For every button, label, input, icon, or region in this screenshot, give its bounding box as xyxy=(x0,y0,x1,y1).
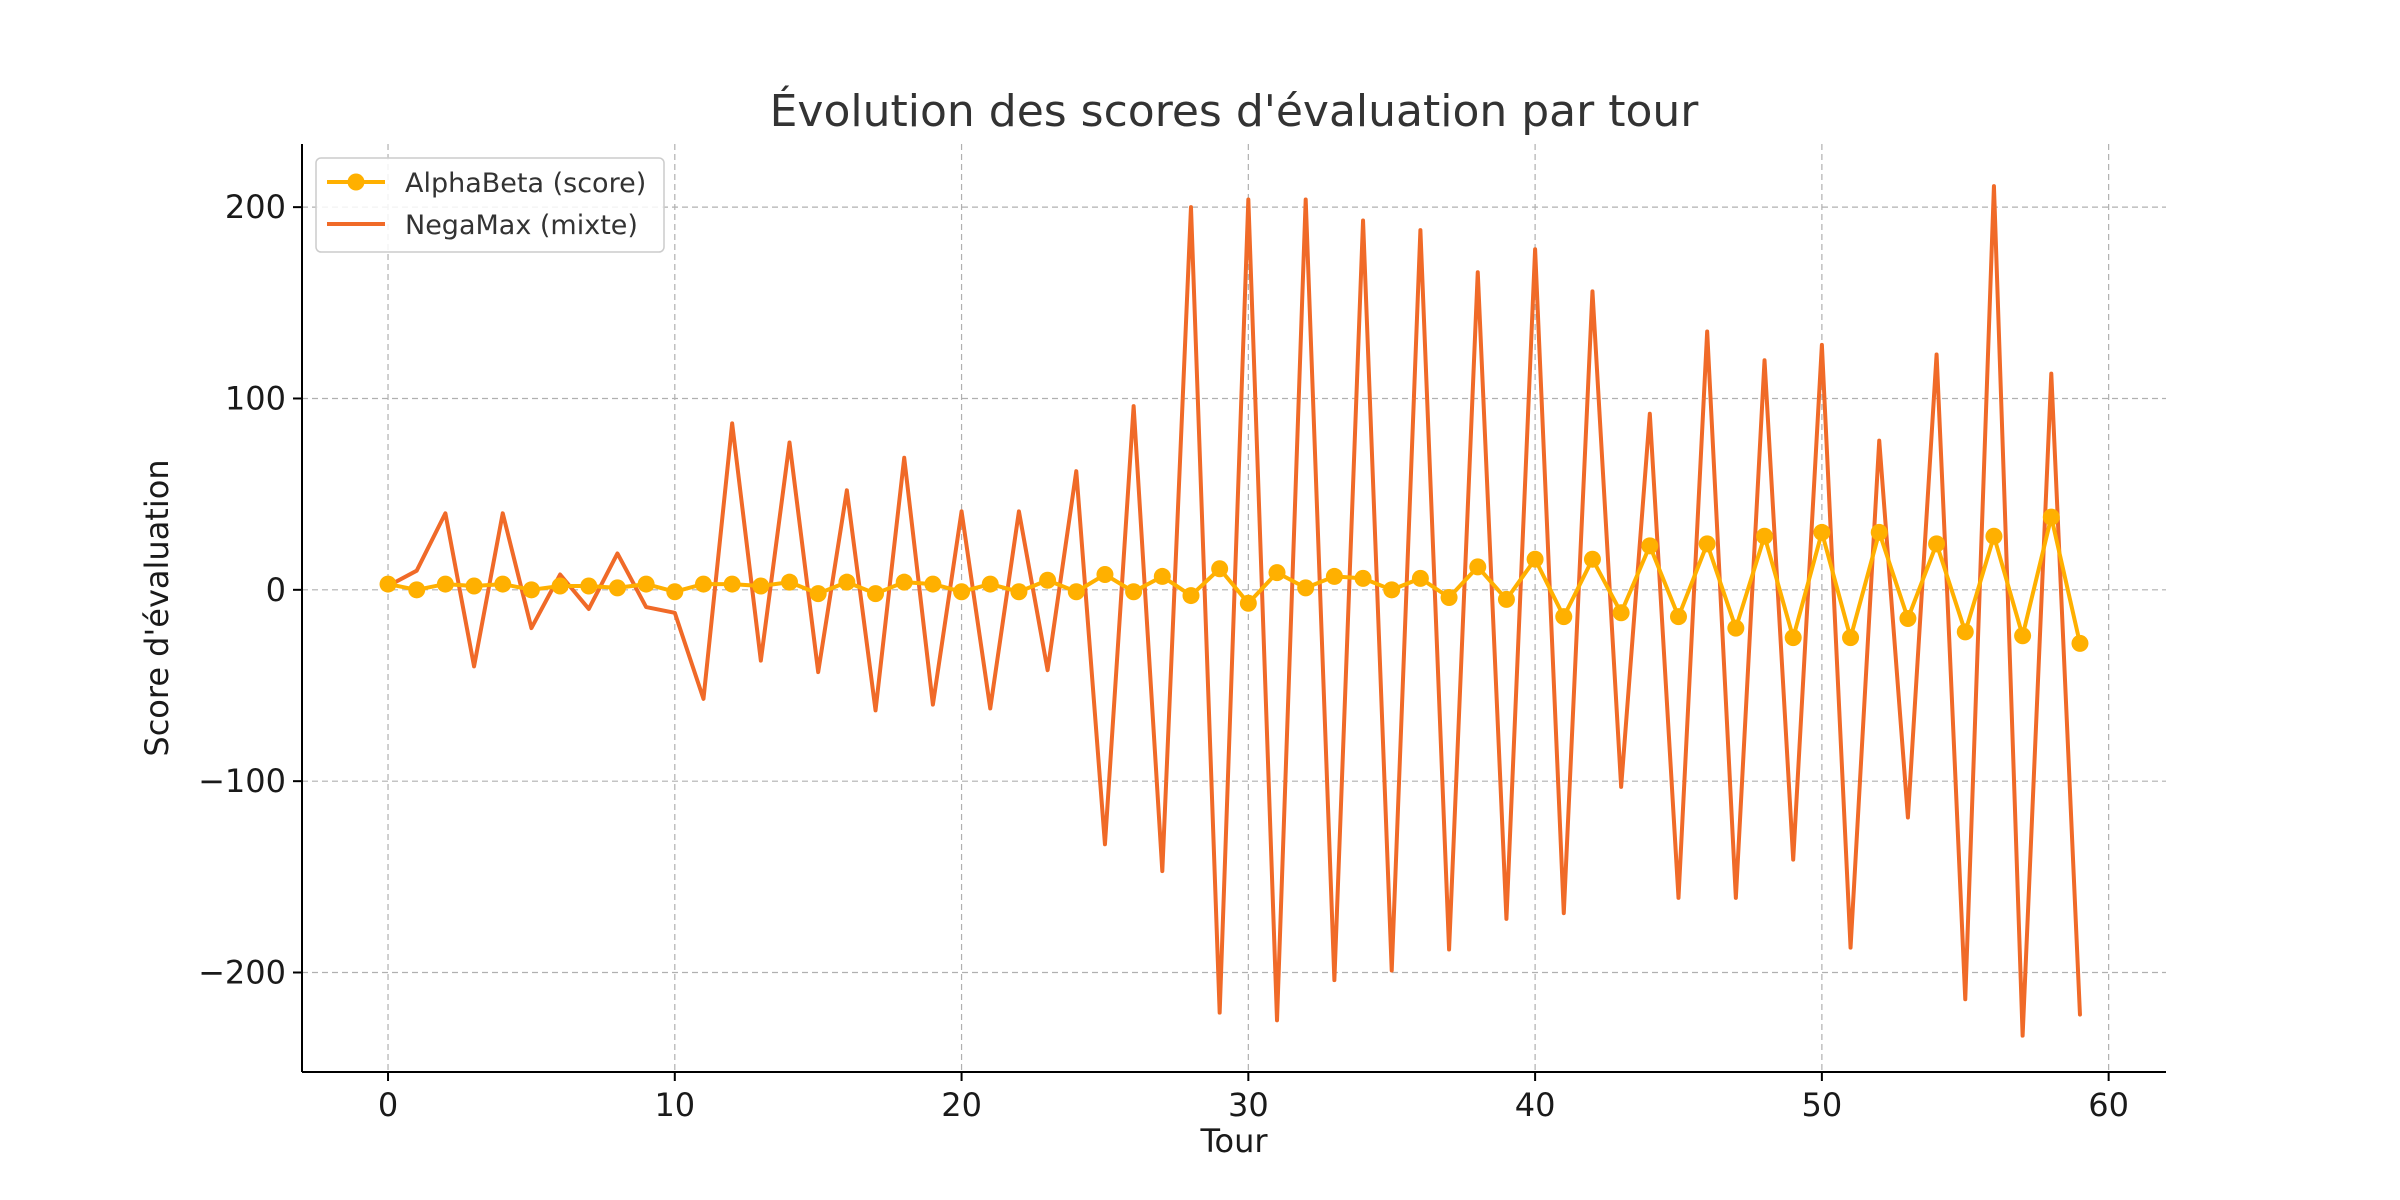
data-point-alphabeta xyxy=(2042,508,2060,526)
data-point-alphabeta xyxy=(1125,583,1143,601)
data-point-alphabeta xyxy=(867,585,885,603)
data-point-alphabeta xyxy=(752,577,770,595)
legend-box xyxy=(315,157,665,253)
data-point-alphabeta xyxy=(1956,623,1974,641)
x-tick-label: 40 xyxy=(1515,1086,1556,1124)
data-point-alphabeta xyxy=(608,579,626,597)
data-point-alphabeta xyxy=(1354,569,1372,587)
data-point-alphabeta xyxy=(2014,627,2032,645)
data-point-alphabeta xyxy=(953,583,971,601)
data-point-alphabeta xyxy=(494,575,512,593)
y-tick-label: −200 xyxy=(198,954,286,992)
data-point-alphabeta xyxy=(465,577,483,595)
y-axis-title: Score d'évaluation xyxy=(138,459,176,756)
data-point-alphabeta xyxy=(1784,629,1802,647)
data-point-alphabeta xyxy=(408,581,426,599)
data-point-alphabeta xyxy=(551,577,569,595)
data-point-alphabeta xyxy=(1526,550,1544,568)
legend: AlphaBeta (score) NegaMax (mixte) xyxy=(315,157,665,253)
data-point-alphabeta xyxy=(1870,523,1888,541)
data-point-alphabeta xyxy=(981,575,999,593)
x-tick-label: 30 xyxy=(1228,1086,1269,1124)
data-point-alphabeta xyxy=(809,585,827,603)
data-point-alphabeta xyxy=(436,575,454,593)
x-tick-label: 50 xyxy=(1802,1086,1843,1124)
series-line-negamax xyxy=(386,184,2082,1038)
data-point-alphabeta xyxy=(666,583,684,601)
data-series xyxy=(379,184,2089,1038)
data-point-alphabeta xyxy=(1842,629,1860,647)
data-point-alphabeta xyxy=(1899,610,1917,628)
data-point-alphabeta xyxy=(1297,579,1315,597)
data-point-alphabeta xyxy=(1497,590,1515,608)
y-tick-label: 100 xyxy=(225,379,286,417)
data-point-alphabeta xyxy=(1067,583,1085,601)
data-point-alphabeta xyxy=(1698,535,1716,553)
x-tick-label: 10 xyxy=(654,1086,695,1124)
axes xyxy=(293,144,2166,1081)
x-axis-title: Tour xyxy=(1199,1122,1268,1160)
legend-entry-negamax: NegaMax (mixte) xyxy=(327,210,638,241)
data-point-alphabeta xyxy=(1669,608,1687,626)
data-point-alphabeta xyxy=(1583,550,1601,568)
data-point-alphabeta xyxy=(723,575,741,593)
data-point-alphabeta xyxy=(1985,527,2003,545)
x-tick-label: 20 xyxy=(941,1086,982,1124)
data-point-alphabeta xyxy=(1469,558,1487,576)
data-point-alphabeta xyxy=(1153,567,1171,585)
data-point-alphabeta xyxy=(1010,583,1028,601)
data-point-alphabeta xyxy=(694,575,712,593)
data-point-alphabeta xyxy=(1096,566,1114,584)
chart-title: Évolution des scores d'évaluation par to… xyxy=(770,84,1700,137)
data-point-alphabeta xyxy=(895,573,913,591)
data-point-alphabeta xyxy=(781,573,799,591)
data-point-alphabeta xyxy=(580,577,598,595)
data-point-alphabeta xyxy=(379,575,397,593)
data-point-alphabeta xyxy=(1411,569,1429,587)
data-point-alphabeta xyxy=(1612,604,1630,622)
data-point-alphabeta xyxy=(1182,587,1200,605)
data-point-alphabeta xyxy=(522,581,540,599)
data-point-alphabeta xyxy=(1268,564,1286,582)
data-point-alphabeta xyxy=(1440,588,1458,606)
data-point-alphabeta xyxy=(1813,523,1831,541)
data-point-alphabeta xyxy=(1039,571,1057,589)
data-point-alphabeta xyxy=(637,575,655,593)
data-point-alphabeta xyxy=(2071,634,2089,652)
legend-label-negamax: NegaMax (mixte) xyxy=(405,210,638,241)
data-point-alphabeta xyxy=(1555,608,1573,626)
data-point-alphabeta xyxy=(1928,535,1946,553)
legend-label-alphabeta: AlphaBeta (score) xyxy=(405,168,646,199)
tick-labels: 0 10 20 30 40 50 60 −200 −100 0 100 200 xyxy=(198,188,2129,1124)
data-point-alphabeta xyxy=(1727,619,1745,637)
data-point-alphabeta xyxy=(1756,527,1774,545)
data-point-alphabeta xyxy=(1239,594,1257,612)
data-point-alphabeta xyxy=(1325,567,1343,585)
data-point-alphabeta xyxy=(1383,581,1401,599)
y-tick-label: 200 xyxy=(225,188,286,226)
data-point-alphabeta xyxy=(1211,560,1229,578)
y-tick-label: −100 xyxy=(198,762,286,800)
x-tick-label: 60 xyxy=(2088,1086,2129,1124)
data-point-alphabeta xyxy=(838,573,856,591)
y-tick-label: 0 xyxy=(266,571,286,609)
data-point-alphabeta xyxy=(924,575,942,593)
legend-entry-alphabeta: AlphaBeta (score) xyxy=(327,168,646,199)
data-point-alphabeta xyxy=(1641,537,1659,555)
x-tick-label: 0 xyxy=(378,1086,398,1124)
legend-marker-alphabeta xyxy=(347,173,365,191)
